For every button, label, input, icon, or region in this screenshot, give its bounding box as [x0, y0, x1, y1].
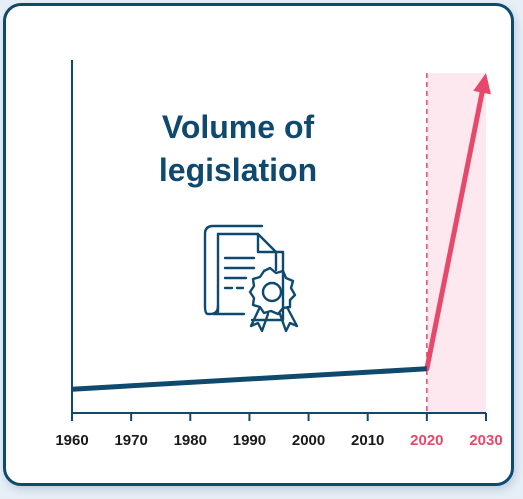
certificate-document-icon: [203, 224, 299, 333]
x-tick-label: 1990: [233, 432, 266, 449]
x-tick-label: 1960: [55, 432, 88, 449]
growth-arrowhead: [473, 73, 491, 95]
x-tick-label: 2000: [292, 432, 325, 449]
historical-trend-line: [71, 366, 428, 392]
x-tick-label: 1970: [114, 432, 147, 449]
projected-trend-line: [424, 84, 486, 372]
x-tick-label: 2030: [469, 432, 502, 449]
x-tick-label: 1980: [174, 432, 207, 449]
x-tick-label: 2010: [351, 432, 384, 449]
x-tick-label: 2020: [410, 432, 443, 449]
chart-title: Volume of legislation: [158, 109, 318, 188]
